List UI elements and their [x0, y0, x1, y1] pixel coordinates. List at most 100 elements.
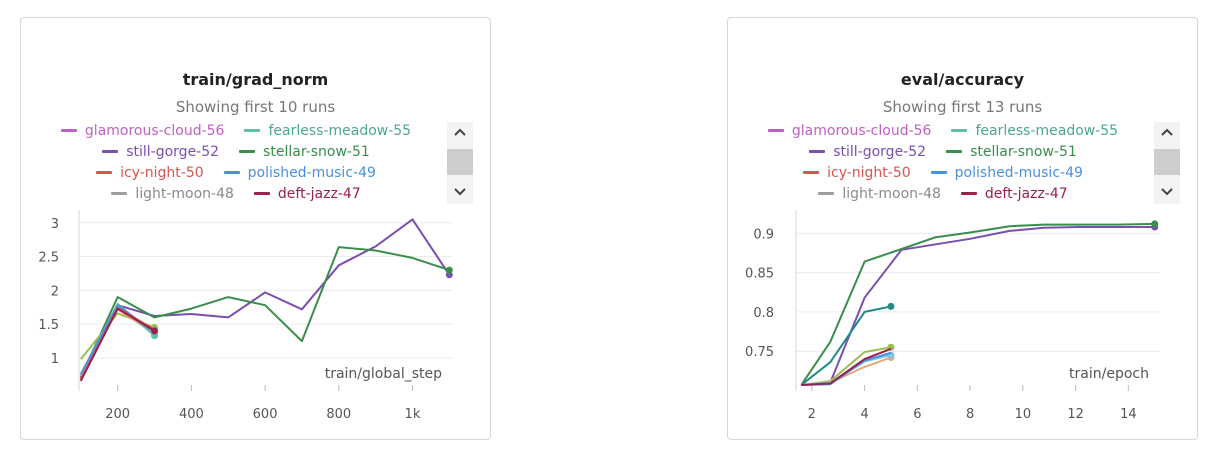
legend-item[interactable]: stellar-snow-51: [946, 144, 1077, 160]
y-tick-label: 0.8: [753, 306, 774, 321]
legend-label: icy-night-50: [827, 164, 911, 181]
legend-item[interactable]: light-moon-48: [818, 186, 941, 202]
legend-item[interactable]: polished-music-49: [223, 164, 376, 181]
y-tick-label: 2.5: [38, 251, 59, 266]
legend-swatch: [239, 150, 256, 153]
legend-swatch: [930, 171, 947, 174]
chevron-down-icon[interactable]: [447, 182, 473, 204]
legend-swatch: [111, 192, 128, 195]
x-tick-label: 4: [860, 407, 868, 422]
legend-swatch: [818, 192, 835, 195]
legend-swatch: [102, 150, 119, 153]
series-line: [801, 354, 892, 386]
legend-swatch: [960, 192, 977, 195]
y-tick-label: 2: [51, 284, 59, 299]
legend-item[interactable]: deft-jazz-47: [960, 185, 1068, 202]
chevron-up-icon[interactable]: [1154, 122, 1180, 144]
x-tick-label: 2: [808, 407, 816, 422]
legend-item[interactable]: fearless-meadow-55: [951, 123, 1118, 139]
legend-row: glamorous-cloud-56 fearless-meadow-55: [728, 120, 1158, 141]
legend-label: light-moon-48: [842, 185, 941, 202]
chevron-down-glyph: [1161, 188, 1173, 196]
legend: glamorous-cloud-56 fearless-meadow-55 st…: [728, 120, 1158, 204]
chart-panel-grad-norm: train/grad_norm Showing first 10 runs gl…: [20, 17, 491, 440]
legend-swatch: [96, 171, 113, 174]
y-tick-label: 0.9: [753, 227, 774, 242]
legend-item[interactable]: still-gorge-52: [102, 144, 219, 160]
legend-label: stellar-snow-51: [970, 143, 1077, 160]
y-tick-label: 0.85: [745, 267, 774, 282]
x-tick-label: 1k: [405, 407, 421, 422]
legend-item[interactable]: fearless-meadow-55: [244, 123, 411, 139]
chart-subtitle: Showing first 10 runs: [175, 98, 336, 116]
legend-item[interactable]: polished-music-49: [930, 164, 1083, 181]
series-line: [79, 218, 451, 379]
legend-swatch: [809, 150, 826, 153]
x-tick-label: 600: [253, 407, 278, 422]
chevron-up-glyph: [1161, 128, 1173, 136]
legend-label: polished-music-49: [954, 164, 1083, 181]
chart-title: eval/accuracy: [900, 70, 1025, 89]
series-line: [79, 307, 156, 382]
grad-norm-chart[interactable]: 1 1.5 2 2.5 3 200 400 600 800 1k train/global_step: [21, 18, 490, 439]
legend-label: still-gorge-52: [126, 143, 220, 160]
legend-item[interactable]: deft-jazz-47: [253, 185, 361, 202]
chevron-down-icon[interactable]: [1154, 182, 1180, 204]
chevron-up-glyph: [454, 128, 466, 136]
y-tick-label: 0.75: [745, 345, 774, 360]
series-line: [79, 304, 156, 375]
legend-swatch: [951, 129, 968, 132]
legend-label: glamorous-cloud-56: [791, 122, 932, 139]
legend-label: deft-jazz-47: [984, 185, 1068, 202]
series-line: [801, 226, 1155, 386]
legend-label: glamorous-cloud-56: [84, 122, 225, 139]
legend-scrollbar[interactable]: [1154, 122, 1180, 204]
x-tick-label: 800: [326, 407, 351, 422]
y-tick-label: 1: [51, 352, 59, 367]
x-tick-label: 12: [1067, 407, 1084, 422]
legend-item[interactable]: glamorous-cloud-56: [767, 122, 932, 139]
legend-item[interactable]: stellar-snow-51: [239, 144, 370, 160]
legend-scrollbar[interactable]: [447, 122, 473, 204]
chevron-up-icon[interactable]: [447, 122, 473, 144]
legend: glamorous-cloud-56 fearless-meadow-55 st…: [21, 120, 451, 204]
series-end-point: [887, 302, 895, 310]
accuracy-chart[interactable]: 0.75 0.8 0.85 0.9 2 4 6 8 10 12 14 train/epoch: [728, 18, 1197, 439]
series-line: [79, 308, 156, 376]
chart-title: train/grad_norm: [182, 70, 329, 89]
legend-swatch: [244, 129, 261, 132]
y-tick-label: 3: [51, 217, 59, 232]
legend-label: stellar-snow-51: [263, 143, 370, 160]
legend-item[interactable]: icy-night-50: [803, 165, 911, 181]
legend-label: polished-music-49: [247, 164, 376, 181]
legend-swatch: [803, 171, 820, 174]
scroll-thumb[interactable]: [1154, 149, 1180, 175]
legend-label: still-gorge-52: [833, 143, 927, 160]
series-line: [79, 246, 450, 378]
series-line: [801, 347, 892, 386]
legend-row: glamorous-cloud-56 fearless-meadow-55: [21, 120, 451, 141]
legend-row: icy-night-50 polished-music-49: [21, 162, 451, 183]
legend-item[interactable]: still-gorge-52: [809, 144, 926, 160]
legend-label: deft-jazz-47: [277, 185, 361, 202]
series-end-point: [445, 266, 453, 274]
chart-subtitle: Showing first 13 runs: [882, 98, 1043, 116]
chevron-down-glyph: [454, 188, 466, 196]
x-tick-label: 6: [913, 407, 921, 422]
legend-item[interactable]: icy-night-50: [96, 165, 204, 181]
legend-item[interactable]: light-moon-48: [111, 186, 234, 202]
series-line: [800, 222, 1155, 386]
legend-swatch: [60, 129, 77, 132]
x-tick-label: 200: [105, 407, 130, 422]
legend-row: still-gorge-52 stellar-snow-51: [21, 141, 451, 162]
x-tick-label: 14: [1120, 407, 1137, 422]
series-end-point: [1151, 220, 1159, 228]
x-tick-label: 8: [966, 407, 974, 422]
legend-label: light-moon-48: [135, 185, 234, 202]
legend-label: icy-night-50: [120, 164, 204, 181]
legend-swatch: [253, 192, 270, 195]
x-tick-label: 10: [1015, 407, 1032, 422]
scroll-thumb[interactable]: [447, 149, 473, 175]
legend-item[interactable]: glamorous-cloud-56: [60, 122, 225, 139]
x-axis-label: train/global_step: [325, 366, 442, 382]
